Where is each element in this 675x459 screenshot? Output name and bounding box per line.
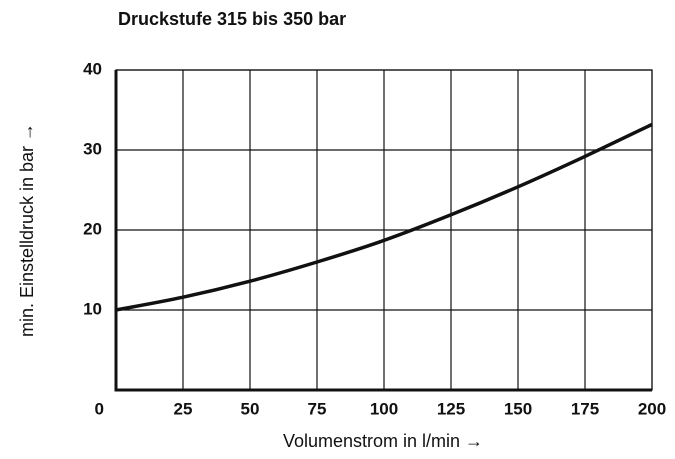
y-axis-label: min. Einstelldruck in bar → [17,123,37,337]
x-tick-label: 200 [638,399,666,418]
x-tick-label: 50 [241,399,260,418]
x-tick-label: 125 [437,399,465,418]
x-tick-label: 25 [174,399,193,418]
y-tick-label: 30 [83,139,102,158]
x-tick-label: 175 [571,399,599,418]
x-tick-label: 100 [370,399,398,418]
x-tick-label: 75 [308,399,327,418]
x-tick-label: 150 [504,399,532,418]
y-tick-label: 20 [83,219,102,238]
chart-title: Druckstufe 315 bis 350 bar [118,9,346,29]
x-tick-label: 0 [95,399,104,418]
curve [115,122,653,312]
x-axis-label: Volumenstrom in l/min → [283,431,483,451]
y-tick-label: 10 [83,299,102,318]
y-tick-label: 40 [83,59,102,78]
